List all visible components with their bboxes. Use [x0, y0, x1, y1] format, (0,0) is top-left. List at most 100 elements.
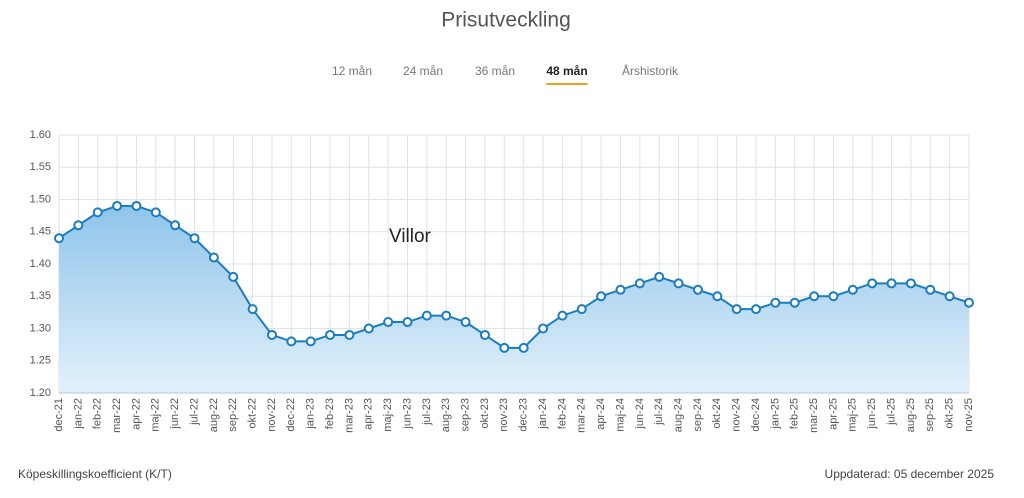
- x-tick-label: jun-25: [866, 398, 878, 430]
- x-tick-label: jan-24: [537, 398, 549, 430]
- data-point: [692, 284, 703, 295]
- data-point: [518, 342, 529, 353]
- x-tick-label: jul-25: [885, 398, 897, 426]
- data-point: [228, 271, 239, 282]
- y-tick-label: 1.30: [30, 322, 51, 334]
- x-tick-label: nov-25: [963, 398, 975, 432]
- x-tick-label: okt-23: [479, 398, 491, 429]
- x-tick-label: aug-25: [905, 398, 917, 432]
- data-point: [325, 329, 336, 340]
- plot: dec-21 jan-22 feb-22 mar-22 apr-22 maj-22 jun-…: [30, 129, 975, 433]
- updated-date: Uppdaterad: 05 december 2025: [825, 467, 995, 481]
- data-point: [886, 278, 897, 289]
- x-tick-label: jul-24: [653, 398, 665, 426]
- x-tick-label: feb-24: [556, 398, 568, 429]
- data-point: [479, 329, 490, 340]
- x-tick-label: okt-25: [944, 398, 956, 429]
- data-point: [247, 304, 258, 315]
- data-point: [905, 278, 916, 289]
- data-point: [344, 329, 355, 340]
- data-point: [73, 220, 84, 231]
- x-tick-label: nov-23: [498, 398, 510, 432]
- tab[interactable]: 36 mån: [475, 64, 515, 78]
- footer-note: Köpeskillingskoefficient (K/T): [18, 467, 172, 481]
- page-title: Prisutveckling: [441, 9, 571, 32]
- data-point: [460, 317, 471, 328]
- x-tick-label: feb-23: [324, 398, 336, 429]
- tab[interactable]: 48 mån: [546, 64, 587, 78]
- x-tick-label: apr-24: [595, 398, 607, 430]
- x-tick-label: jan-25: [769, 398, 781, 430]
- x-tick-label: aug-24: [672, 398, 684, 432]
- data-point: [441, 310, 452, 321]
- data-point: [54, 233, 64, 244]
- x-tick-label: maj-22: [150, 398, 162, 432]
- data-point: [847, 284, 858, 295]
- data-point: [421, 310, 432, 321]
- tab[interactable]: 12 mån: [332, 64, 372, 78]
- y-tick-label: 1.25: [30, 355, 51, 367]
- data-point: [634, 278, 645, 289]
- data-point: [286, 336, 297, 347]
- x-tick-label: mar-24: [576, 398, 588, 433]
- x-tick-label: aug-23: [440, 398, 452, 432]
- data-point: [131, 200, 142, 211]
- data-point: [673, 278, 684, 289]
- tab[interactable]: Årshistorik: [622, 63, 679, 78]
- x-tick-label: apr-22: [130, 398, 142, 430]
- data-point: [538, 323, 549, 334]
- x-tick-label: jun-24: [634, 398, 646, 430]
- x-tick-label: nov-22: [266, 398, 278, 432]
- x-tick-label: sep-23: [460, 398, 472, 432]
- x-tick-label: nov-24: [731, 398, 743, 432]
- tab[interactable]: 24 mån: [403, 64, 443, 78]
- y-tick-label: 1.45: [30, 226, 51, 238]
- data-point: [189, 233, 200, 244]
- data-point: [789, 297, 800, 308]
- y-tick-label: 1.60: [30, 129, 51, 141]
- data-point: [828, 291, 839, 302]
- x-tick-label: maj-25: [847, 398, 859, 432]
- data-point: [305, 336, 316, 347]
- x-tick-label: okt-22: [247, 398, 259, 429]
- y-tick-label: 1.20: [30, 387, 51, 399]
- x-tick-label: jun-22: [169, 398, 181, 430]
- x-tick-label: sep-22: [227, 398, 239, 432]
- data-point: [964, 297, 974, 308]
- x-tick-label: jun-23: [401, 398, 413, 430]
- x-tick-label: maj-23: [382, 398, 394, 432]
- x-tick-label: feb-25: [789, 398, 801, 429]
- data-point: [92, 207, 103, 218]
- y-tick-label: 1.35: [30, 290, 51, 302]
- data-point: [402, 317, 413, 328]
- y-tick-label: 1.40: [30, 258, 51, 270]
- data-point: [731, 304, 742, 315]
- data-point: [654, 271, 665, 282]
- data-point: [615, 284, 626, 295]
- x-tick-label: jan-22: [72, 398, 84, 430]
- data-point: [712, 291, 723, 302]
- x-tick-label: okt-24: [711, 398, 723, 429]
- series-label: Villor: [389, 226, 432, 247]
- x-tick-label: jul-22: [188, 398, 200, 426]
- data-point: [944, 291, 955, 302]
- data-point: [557, 310, 568, 321]
- x-tick-label: apr-25: [827, 398, 839, 430]
- data-point: [150, 207, 161, 218]
- data-point: [751, 304, 762, 315]
- y-tick-label: 1.50: [30, 193, 51, 205]
- x-tick-label: mar-25: [808, 398, 820, 433]
- x-tick-label: feb-22: [92, 398, 104, 429]
- data-point: [499, 342, 510, 353]
- data-point: [809, 291, 820, 302]
- x-tick-label: mar-23: [343, 398, 355, 433]
- data-point: [867, 278, 878, 289]
- x-tick-label: dec-24: [750, 398, 762, 432]
- x-tick-label: dec-22: [285, 398, 297, 432]
- x-tick-label: maj-24: [614, 398, 626, 432]
- x-tick-label: dec-21: [53, 398, 65, 432]
- area: [59, 205, 969, 393]
- x-tick-label: jan-23: [305, 398, 317, 430]
- data-point: [596, 291, 607, 302]
- x-tick-label: jul-23: [421, 398, 433, 426]
